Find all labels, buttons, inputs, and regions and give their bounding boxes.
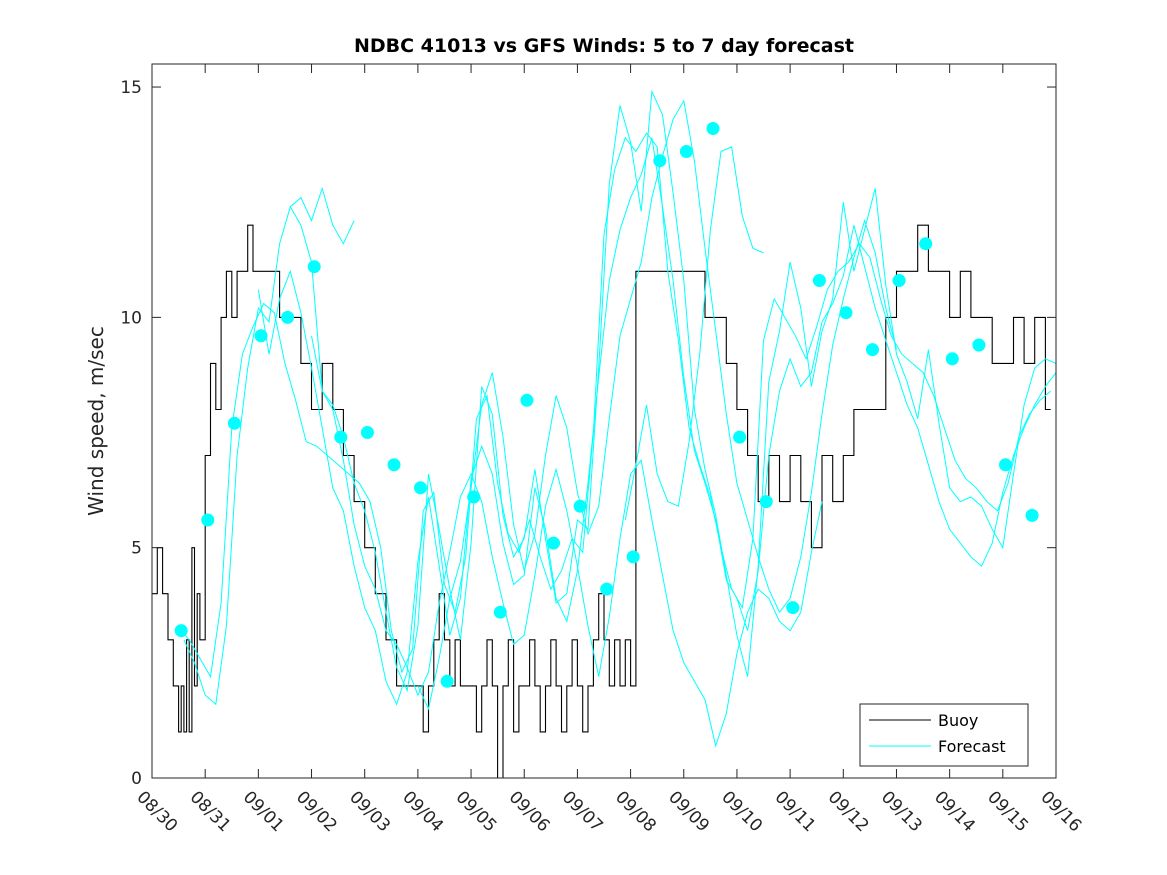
forecast-marker [892, 274, 906, 287]
forecast-marker [547, 536, 560, 550]
forecast-marker [174, 624, 188, 638]
plot-area [152, 64, 1056, 778]
y-axis-label: Wind speed, m/sec [84, 326, 108, 516]
y-tick-label: 0 [131, 769, 142, 789]
forecast-series-line-4 [417, 99, 897, 711]
forecast-marker [520, 393, 534, 407]
forecast-marker [600, 582, 614, 596]
legend-box [859, 703, 1029, 767]
legend: Buoy Forecast [859, 703, 1029, 767]
forecast-series-line-6 [311, 335, 823, 748]
forecast-marker [839, 306, 853, 320]
forecast-marker [812, 274, 826, 287]
forecast-series-line-5 [624, 146, 764, 521]
forecast-series-line-3 [257, 137, 1056, 706]
forecast-marker [759, 495, 773, 509]
forecast-marker [414, 481, 427, 495]
forecast-marker [201, 513, 215, 527]
forecast-marker [866, 343, 879, 357]
forecast-marker [307, 260, 321, 274]
forecast-marker [387, 458, 401, 472]
legend-forecast-label: Forecast [938, 737, 1006, 756]
y-tick-label: 5 [131, 539, 142, 559]
legend-buoy-label: Buoy [938, 711, 978, 730]
y-axis: 0 5 10 15 [120, 78, 1056, 789]
forecast-marker [919, 237, 933, 251]
forecast-marker [573, 499, 587, 513]
forecast-marker [227, 416, 241, 430]
forecast-marker [733, 430, 747, 444]
forecast-marker [440, 674, 454, 688]
y-tick-label: 15 [120, 78, 142, 98]
forecast-marker [281, 310, 295, 324]
forecast-marker [945, 352, 959, 366]
forecast-marker [972, 338, 986, 352]
forecast-marker [334, 430, 348, 444]
forecast-marker [706, 122, 720, 135]
axes-box [151, 63, 1057, 779]
forecast-marker [360, 426, 374, 439]
forecast-marker [679, 145, 693, 158]
forecast-series-line-2 [183, 89, 1056, 706]
chart-title: NDBC 41013 vs GFS Winds: 5 to 7 day fore… [354, 35, 854, 57]
forecast-series-line-7 [289, 186, 355, 245]
forecast-marker [467, 490, 481, 504]
forecast-marker [999, 458, 1012, 472]
forecast-marker [254, 329, 268, 343]
y-tick-label: 10 [120, 308, 142, 328]
forecast-marker [653, 154, 667, 168]
forecast-series-line-1 [180, 132, 1052, 679]
marker-layer [174, 122, 1039, 688]
forecast-marker [626, 550, 640, 564]
series-layer [152, 89, 1056, 778]
forecast-marker [1025, 508, 1039, 522]
forecast-marker [493, 605, 507, 619]
forecast-marker [786, 601, 800, 615]
buoy-series-line [152, 224, 1051, 778]
